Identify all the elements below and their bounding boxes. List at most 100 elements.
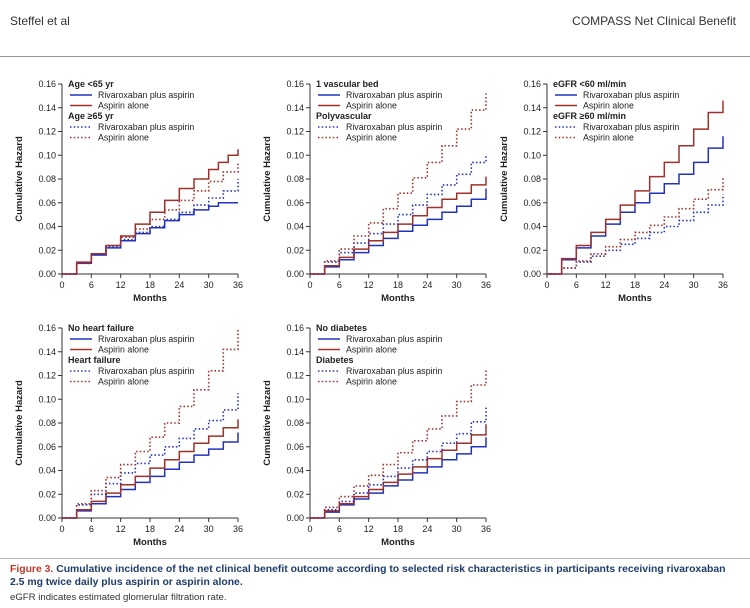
series-line [62,393,239,519]
series-line [62,419,239,519]
series-line [547,100,724,275]
legend-label: Aspirin alone [583,133,634,143]
legend-heading: No diabetes [316,323,367,333]
legend-label: Aspirin alone [346,101,397,111]
series-line [62,179,239,275]
figure-caption-text: Cumulative incidence of the net clinical… [10,564,726,588]
x-tick-label: 24 [422,524,432,534]
y-tick-label: 0.08 [286,174,304,184]
y-axis-label: Cumulative Hazard [262,380,273,466]
x-tick-label: 30 [452,524,462,534]
series-line [62,149,239,275]
y-tick-label: 0.02 [286,245,304,255]
legend-heading: Diabetes [316,355,354,365]
y-tick-label: 0.16 [286,79,304,89]
y-axis-label: Cumulative Hazard [262,136,273,222]
caption-rule [0,558,750,559]
x-tick-label: 12 [364,524,374,534]
x-tick-label: 0 [307,524,312,534]
y-tick-label: 0.06 [286,198,304,208]
x-tick-label: 18 [145,524,155,534]
y-tick-label: 0.04 [38,466,56,476]
legend-label: Aspirin alone [98,133,149,143]
y-tick-label: 0.04 [286,222,304,232]
x-tick-label: 6 [337,524,342,534]
legend-heading: No heart failure [68,323,134,333]
legend-heading: Age ≥65 yr [68,111,114,121]
x-tick-label: 24 [422,280,432,290]
chart-egfr: 0.00 0.02 0.04 0.06 0.08 0.10 0.12 0.14 0.16 0 6 12… [499,79,728,304]
header-rule [0,56,750,57]
y-tick-label: 0.10 [523,150,541,160]
x-tick-label: 36 [233,280,243,290]
legend-label: Rivaroxaban plus aspirin [346,366,442,376]
y-tick-label: 0.00 [523,269,541,279]
chart-vascular-beds: 0.00 0.02 0.04 0.06 0.08 0.10 0.12 0.14 0.16 0 6 12… [262,79,491,304]
x-tick-label: 12 [116,280,126,290]
y-tick-label: 0.00 [286,513,304,523]
legend-label: Aspirin alone [98,377,149,387]
y-tick-label: 0.16 [523,79,541,89]
y-tick-label: 0.10 [286,150,304,160]
series-line [310,368,487,519]
x-tick-label: 24 [659,280,669,290]
x-tick-label: 18 [145,280,155,290]
y-tick-label: 0.10 [286,394,304,404]
y-tick-label: 0.04 [286,466,304,476]
x-tick-label: 0 [544,280,549,290]
legend-heading: Polyvascular [316,111,372,121]
legend-label: Rivaroxaban plus aspirin [583,122,679,132]
y-axis-label: Cumulative Hazard [14,380,25,466]
x-tick-label: 12 [364,280,374,290]
y-tick-label: 0.06 [38,198,56,208]
series-line [310,424,487,519]
x-axis-label: Months [133,293,167,304]
figure-label: Figure 3. [10,564,54,575]
legend-label: Rivaroxaban plus aspirin [346,334,442,344]
x-axis-label: Months [381,293,415,304]
y-tick-label: 0.04 [523,222,541,232]
y-tick-label: 0.08 [38,174,56,184]
legend-label: Rivaroxaban plus aspirin [346,122,442,132]
legend-heading: eGFR <60 ml/min [553,79,626,89]
y-tick-label: 0.16 [286,323,304,333]
y-tick-label: 0.16 [38,323,56,333]
y-tick-label: 0.06 [38,442,56,452]
x-tick-label: 30 [204,524,214,534]
x-tick-label: 6 [574,280,579,290]
x-tick-label: 30 [204,280,214,290]
legend-heading: Age <65 yr [68,79,114,89]
y-tick-label: 0.16 [38,79,56,89]
x-tick-label: 36 [233,524,243,534]
y-tick-label: 0.12 [286,127,304,137]
legend-label: Aspirin alone [346,345,397,355]
x-axis-label: Months [381,537,415,548]
y-tick-label: 0.14 [286,103,304,113]
y-tick-label: 0.02 [38,489,56,499]
x-tick-label: 30 [689,280,699,290]
chart-heart-failure: 0.00 0.02 0.04 0.06 0.08 0.10 0.12 0.14 0.16 0 6 12… [14,323,243,548]
series-line [310,406,487,519]
legend-heading: 1 vascular bed [316,79,379,89]
figure-caption: Figure 3. Cumulative incidence of the ne… [10,563,740,589]
y-tick-label: 0.06 [523,198,541,208]
x-tick-label: 30 [452,280,462,290]
y-tick-label: 0.10 [38,394,56,404]
x-axis-label: Months [618,293,652,304]
legend-label: Aspirin alone [98,345,149,355]
x-tick-label: 18 [630,280,640,290]
legend-label: Rivaroxaban plus aspirin [583,90,679,100]
y-tick-label: 0.12 [38,371,56,381]
legend-label: Rivaroxaban plus aspirin [98,366,194,376]
x-tick-label: 0 [59,524,64,534]
x-tick-label: 0 [59,280,64,290]
x-tick-label: 12 [116,524,126,534]
y-tick-label: 0.04 [38,222,56,232]
y-tick-label: 0.00 [38,513,56,523]
y-tick-label: 0.00 [38,269,56,279]
x-tick-label: 6 [89,524,94,534]
running-header-authors: Steffel et al [10,14,70,28]
legend-label: Rivaroxaban plus aspirin [346,90,442,100]
x-tick-label: 36 [481,524,491,534]
legend-heading: Heart failure [68,355,121,365]
